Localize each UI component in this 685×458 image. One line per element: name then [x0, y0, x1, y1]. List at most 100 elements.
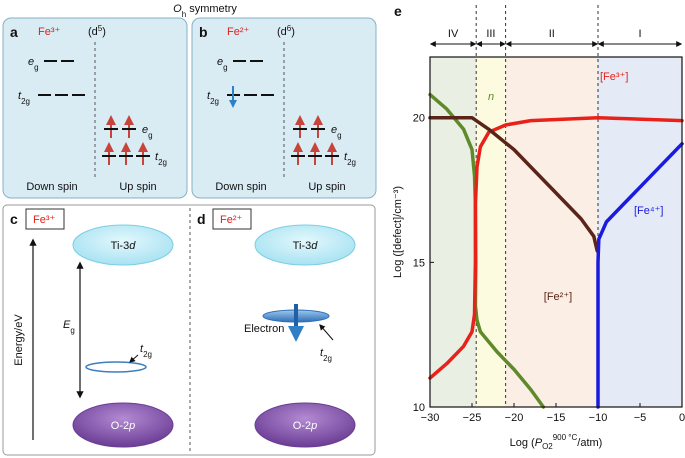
label-sub: 2g [143, 350, 152, 359]
label-sub: g [34, 63, 38, 72]
level-label: t2g [320, 347, 332, 363]
label-base: t [18, 90, 22, 102]
label-base: t [344, 151, 348, 163]
x-tick-label: −30 [421, 412, 440, 424]
t2g-ellipse [85, 361, 147, 373]
series-line [428, 115, 599, 253]
label-sub: 2g [323, 354, 332, 363]
band-label: O-2p [293, 420, 317, 432]
label-sub: 2g [210, 97, 219, 106]
spin-label: Up spin [119, 181, 156, 193]
config-part: (d [277, 26, 287, 38]
band-ellipse [72, 402, 174, 448]
x-axis-label: Log (PO2900 °C/atm) [510, 433, 603, 451]
label-base: e [331, 124, 337, 136]
y-tick-label: 10 [413, 402, 425, 414]
label-italic: p [310, 420, 317, 432]
level-label: t2g [207, 90, 219, 106]
band-ellipse [72, 224, 174, 266]
label-sup: 900 °C [553, 433, 578, 442]
config-label: (d6) [277, 24, 295, 39]
label-base: Ti-3 [293, 240, 312, 252]
pointer [129, 354, 139, 363]
plot-frame [429, 56, 683, 408]
config-sup: 5 [98, 24, 103, 33]
x-tick-label: −15 [547, 412, 566, 424]
label-sub: g [148, 131, 152, 140]
label-italic: d [311, 240, 318, 252]
level-label: t2g [155, 151, 167, 167]
series-line [428, 115, 684, 380]
label-sub: O2 [542, 442, 553, 451]
region [505, 57, 598, 407]
ion-label: Fe²⁺ [227, 26, 250, 38]
level-label: t2g [18, 90, 30, 106]
label-base: e [217, 56, 223, 68]
panel-cd: c Fe³⁺ Ti-3d O-2p Energy/eV Eg t2g d Fe²… [2, 204, 376, 456]
label-base: Ti-3 [111, 240, 130, 252]
label-base: t [155, 151, 159, 163]
panel-letter: c [10, 211, 18, 227]
ion-box [25, 208, 65, 230]
x-tick-label: −20 [505, 412, 524, 424]
ion-box [212, 208, 252, 230]
figure-title: Oh symmetry [173, 3, 237, 19]
series-label: [Fe³⁺] [600, 71, 628, 83]
config-part: ) [291, 26, 295, 38]
panel-b: b Fe²⁺ (d6) eg t2g eg t2g Down spin Up s… [191, 17, 377, 199]
panel-letter: d [197, 211, 206, 227]
config-label: (d5) [88, 24, 106, 39]
region-label: III [486, 28, 495, 40]
config-part: (d [88, 26, 98, 38]
label-base: E [63, 319, 71, 331]
label-base: e [28, 56, 34, 68]
label-part: /atm) [577, 437, 602, 449]
series-label: [Fe⁴⁺] [634, 205, 663, 217]
spin-label: Down spin [26, 181, 77, 193]
axis-label: Energy/eV [13, 314, 25, 366]
config-part: ) [102, 26, 106, 38]
level-label: eg [217, 56, 228, 72]
title-part: O [173, 3, 182, 15]
x-tick-label: −5 [634, 412, 647, 424]
label-sub: 2g [347, 158, 356, 167]
label-base: O-2 [111, 420, 129, 432]
band-ellipse [254, 402, 356, 448]
label-part: Log ( [510, 437, 535, 449]
config-sup: 6 [287, 24, 292, 33]
series-label: n [488, 91, 494, 103]
band-label: O-2p [111, 420, 135, 432]
label-sub: g [70, 326, 74, 335]
series-label: [Fe²⁺] [544, 291, 572, 303]
ion-label: Fe²⁺ [220, 214, 243, 226]
label-italic: p [128, 420, 135, 432]
title-sub: h [182, 10, 186, 19]
label-base: t [207, 90, 211, 102]
level-label: eg [28, 56, 39, 72]
label-base: e [142, 124, 148, 136]
panel-letter: b [199, 24, 208, 40]
y-tick-label: 15 [413, 257, 425, 269]
ion-label: Fe³⁺ [38, 26, 61, 38]
level-label: eg [331, 124, 342, 140]
region [598, 57, 682, 407]
level-label: t2g [140, 343, 152, 359]
series-line [596, 142, 684, 409]
label-sub: 2g [158, 158, 167, 167]
label-sub: g [337, 131, 341, 140]
region [476, 57, 506, 407]
label-base: t [140, 343, 144, 355]
electron-label: Electron [244, 323, 284, 335]
region-label: I [638, 28, 641, 40]
y-tick-label: 20 [413, 113, 425, 125]
spin-label: Up spin [308, 181, 345, 193]
x-tick-label: −10 [589, 412, 608, 424]
label-sub: g [223, 63, 227, 72]
label-sub: 2g [21, 97, 30, 106]
title-part: symmetry [186, 3, 237, 15]
y-axis-label: Log ([defect]/cm⁻³) [392, 186, 404, 278]
label-part: P [535, 437, 543, 449]
x-tick-label: −25 [463, 412, 482, 424]
band-label: Ti-3d [293, 240, 319, 252]
